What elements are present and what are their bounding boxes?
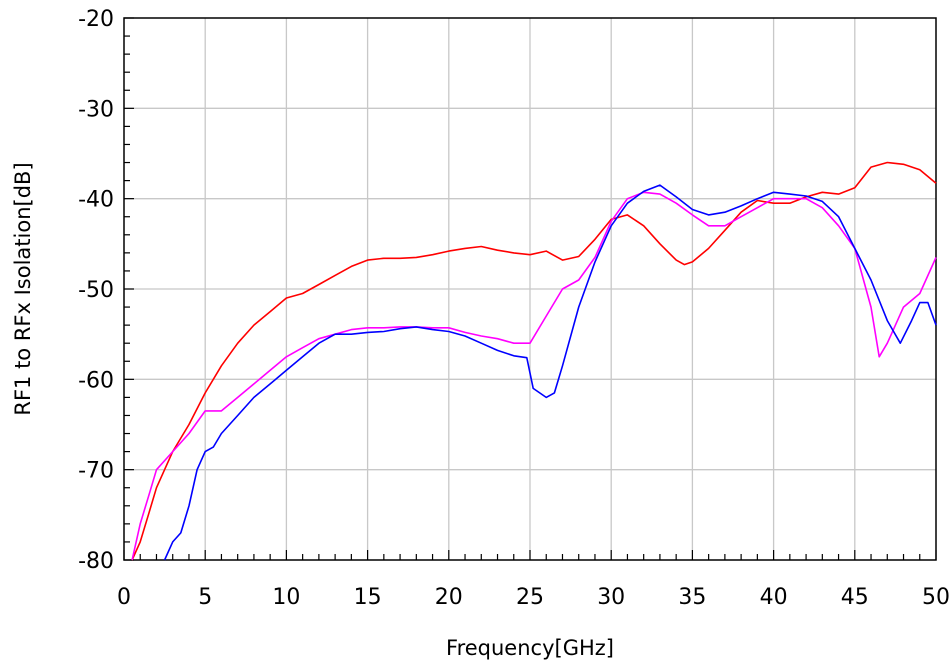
x-tick-labels: 0 5 10 15 20 25 30 35 40 45 50 (117, 585, 950, 610)
y-tick-label: -50 (78, 278, 114, 303)
x-tick-label: 10 (272, 585, 300, 610)
y-tick-label: -40 (78, 188, 114, 213)
series-line-3 (163, 184, 937, 561)
series-lines (131, 161, 937, 561)
x-tick-label: 35 (678, 585, 706, 610)
x-tick-label: 20 (435, 585, 463, 610)
y-tick-label: -70 (78, 459, 114, 484)
x-tick-label: 30 (597, 585, 625, 610)
y-tick-label: -60 (78, 368, 114, 393)
x-tick-label: 40 (760, 585, 788, 610)
x-tick-label: 0 (117, 585, 131, 610)
y-tick-labels: -80 -70 -60 -50 -40 -30 -20 (78, 7, 114, 574)
y-tick-label: -20 (78, 7, 114, 32)
y-axis-title: RF1 to RFx Isolation[dB] (11, 162, 35, 415)
y-tick-label: -80 (78, 549, 114, 574)
series-line-1 (131, 161, 937, 561)
series-line-2 (131, 191, 937, 561)
grid-lines (124, 18, 936, 560)
x-tick-label: 25 (516, 585, 544, 610)
y-tick-label: -30 (78, 97, 114, 122)
x-tick-label: 5 (198, 585, 212, 610)
x-tick-label: 50 (922, 585, 950, 610)
x-axis-title: Frequency[GHz] (446, 636, 614, 660)
x-tick-label: 45 (841, 585, 869, 610)
minor-ticks (123, 17, 937, 561)
x-tick-label: 15 (354, 585, 382, 610)
